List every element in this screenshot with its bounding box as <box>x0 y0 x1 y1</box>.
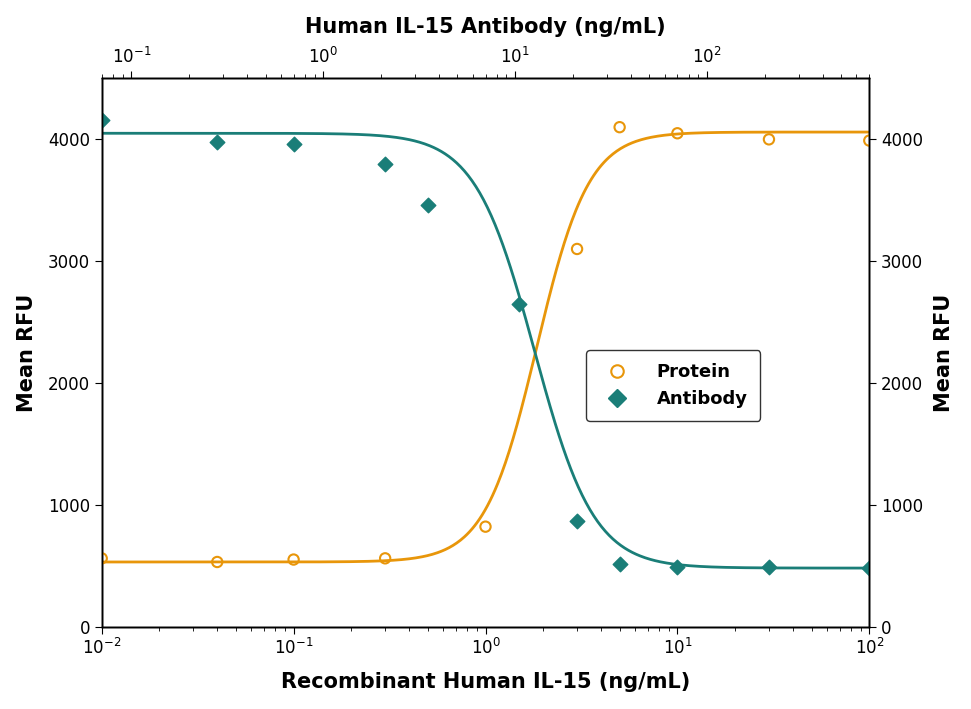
Point <box>378 552 393 564</box>
Point <box>94 552 110 564</box>
Point <box>210 557 225 568</box>
X-axis label: Recombinant Human IL-15 (ng/mL): Recombinant Human IL-15 (ng/mL) <box>281 672 690 692</box>
Point <box>285 138 301 150</box>
Point <box>861 562 877 574</box>
Point <box>94 114 110 125</box>
Point <box>569 243 585 255</box>
Point <box>761 562 777 573</box>
Y-axis label: Mean RFU: Mean RFU <box>17 294 37 412</box>
Legend: Protein, Antibody: Protein, Antibody <box>586 350 760 420</box>
Y-axis label: Mean RFU: Mean RFU <box>934 294 954 412</box>
Point <box>670 562 686 573</box>
Point <box>210 136 225 147</box>
Point <box>612 121 627 133</box>
Point <box>861 135 877 146</box>
Point <box>761 134 777 145</box>
Point <box>569 515 585 526</box>
Point <box>420 199 436 211</box>
Point <box>285 554 301 565</box>
Point <box>612 559 627 570</box>
X-axis label: Human IL-15 Antibody (ng/mL): Human IL-15 Antibody (ng/mL) <box>305 17 666 37</box>
Point <box>478 521 493 532</box>
Point <box>512 298 527 309</box>
Point <box>670 128 686 139</box>
Point <box>378 158 393 169</box>
